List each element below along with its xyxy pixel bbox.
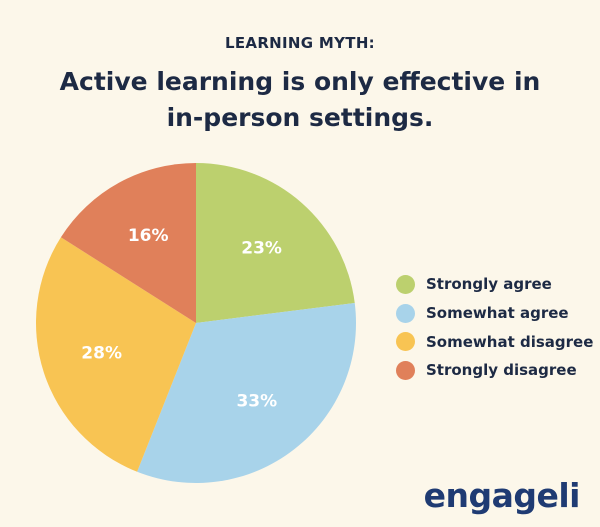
- pie-label-strongly-disagree: 16%: [128, 226, 169, 246]
- pie-slice-somewhat-disagree: [35, 237, 196, 472]
- legend-item-somewhat-agree: Somewhat agree: [396, 299, 593, 328]
- legend-swatch: [396, 360, 415, 380]
- legend-swatch: [396, 303, 415, 323]
- legend-label: Somewhat disagree: [426, 332, 594, 351]
- pie-slice-somewhat-agree: [137, 302, 356, 483]
- legend-swatch: [396, 274, 415, 294]
- legend-label: Strongly agree: [426, 275, 552, 294]
- engageli-logo: engageli: [423, 476, 581, 515]
- legend-item-strongly-agree: Strongly agree: [396, 270, 593, 299]
- legend-label: Somewhat agree: [426, 304, 569, 323]
- chart-kicker: LEARNING MYTH:: [225, 34, 375, 52]
- chart-legend: Strongly agree Somewhat agree Somewhat d…: [396, 270, 593, 385]
- legend-item-somewhat-disagree: Somewhat disagree: [396, 327, 593, 356]
- pie-label-somewhat-disagree: 28%: [81, 344, 122, 364]
- chart-title-line-2: in-person settings.: [166, 103, 434, 132]
- pie-slice-strongly-agree: [196, 163, 355, 323]
- pie-label-strongly-agree: 23%: [241, 239, 282, 259]
- pie-slice-strongly-disagree: [60, 163, 196, 323]
- legend-item-strongly-disagree: Strongly disagree: [396, 356, 593, 385]
- pie-label-somewhat-agree: 33%: [236, 391, 277, 411]
- legend-label: Strongly disagree: [426, 361, 577, 380]
- legend-swatch: [396, 332, 415, 352]
- chart-title-line-1: Active learning is only effective in: [59, 67, 541, 96]
- chart-title: Active learning is only effective in in-…: [0, 64, 600, 136]
